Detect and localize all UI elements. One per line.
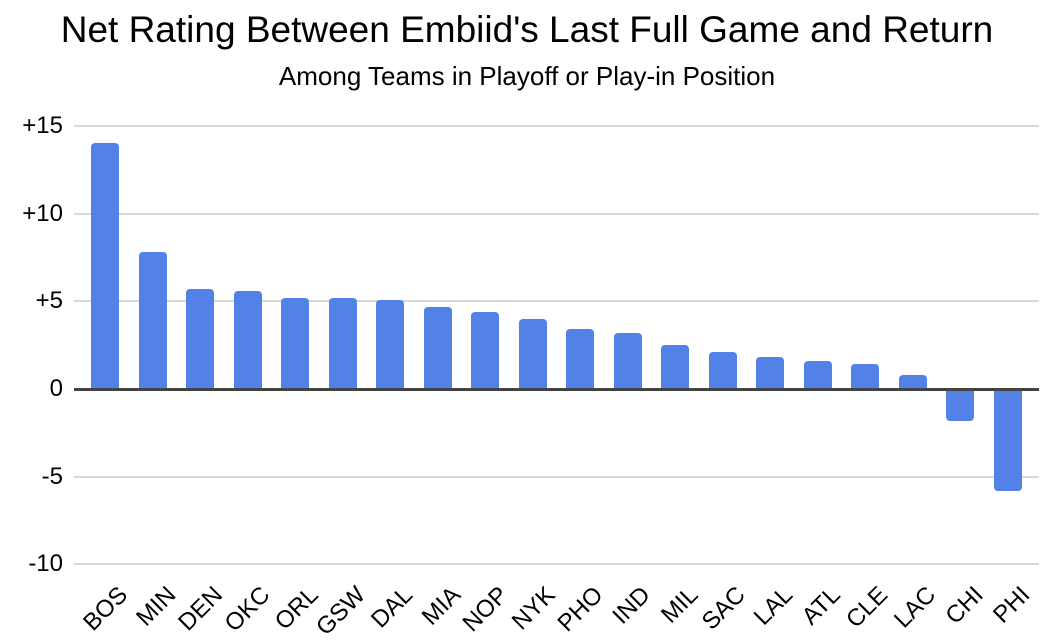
x-tick-label-lac: LAC bbox=[888, 581, 941, 634]
x-tick-label-min: MIN bbox=[130, 581, 181, 632]
x-axis-zero-line bbox=[74, 387, 1039, 391]
bar-nyk bbox=[518, 318, 547, 389]
x-tick-label-den: DEN bbox=[173, 581, 229, 637]
bar-min bbox=[138, 252, 167, 389]
bar-mia bbox=[423, 306, 452, 389]
x-tick-label-okc: OKC bbox=[220, 581, 276, 638]
x-tick-label-ind: IND bbox=[607, 581, 656, 630]
x-tick-label-gsw: GSW bbox=[311, 581, 371, 641]
bar-pho bbox=[566, 329, 594, 389]
bar-gsw bbox=[328, 297, 357, 389]
x-tick-label-mia: MIA bbox=[416, 581, 466, 631]
bar-dal bbox=[376, 299, 404, 389]
bar-lac bbox=[898, 374, 927, 389]
x-tick-label-mil: MIL bbox=[655, 581, 704, 629]
bar-nop bbox=[471, 311, 499, 389]
bar-orl bbox=[281, 297, 309, 389]
bar-bos bbox=[91, 143, 119, 389]
y-tick-label-plus10: +10 bbox=[22, 199, 63, 227]
y-tick-label-plus5: +5 bbox=[35, 287, 63, 315]
y-tick-label-minus5: -5 bbox=[41, 462, 63, 490]
bar-sac bbox=[708, 352, 737, 389]
x-tick-label-pho: PHO bbox=[552, 581, 609, 638]
bar-atl bbox=[803, 360, 832, 389]
bar-den bbox=[186, 289, 214, 389]
x-tick-label-chi: CHI bbox=[940, 581, 989, 630]
gridline-y-10 bbox=[74, 563, 1039, 566]
x-tick-label-bos: BOS bbox=[78, 581, 134, 637]
bar-lal bbox=[756, 357, 784, 389]
gridline-y5 bbox=[74, 300, 1039, 303]
y-tick-label-minus10: -10 bbox=[28, 550, 63, 578]
x-tick-label-nyk: NYK bbox=[506, 581, 561, 636]
bar-ind bbox=[613, 332, 642, 389]
chart-title: Net Rating Between Embiid's Last Full Ga… bbox=[60, 9, 994, 50]
y-tick-label-0: 0 bbox=[49, 375, 63, 402]
gridline-y-5 bbox=[74, 475, 1039, 478]
x-tick-label-sac: SAC bbox=[696, 581, 751, 636]
gridline-y10 bbox=[74, 212, 1039, 215]
bar-cle bbox=[851, 364, 879, 389]
chart-subtitle: Among Teams in Playoff or Play-in Positi… bbox=[278, 61, 776, 91]
x-tick-label-phi: PHI bbox=[988, 581, 1036, 629]
x-tick-label-atl: ATL bbox=[796, 581, 846, 631]
x-tick-label-orl: ORL bbox=[269, 581, 324, 636]
gridline-y15 bbox=[74, 124, 1039, 127]
x-tick-label-cle: CLE bbox=[841, 581, 894, 634]
bar-mil bbox=[661, 345, 689, 389]
x-tick-label-dal: DAL bbox=[366, 581, 419, 634]
bar-phi bbox=[993, 389, 1022, 491]
bar-okc bbox=[233, 290, 262, 389]
x-tick-label-lal: LAL bbox=[749, 581, 799, 631]
bar-chi bbox=[946, 389, 974, 421]
y-tick-label-plus15: +15 bbox=[22, 111, 63, 139]
x-tick-label-nop: NOP bbox=[457, 581, 514, 638]
